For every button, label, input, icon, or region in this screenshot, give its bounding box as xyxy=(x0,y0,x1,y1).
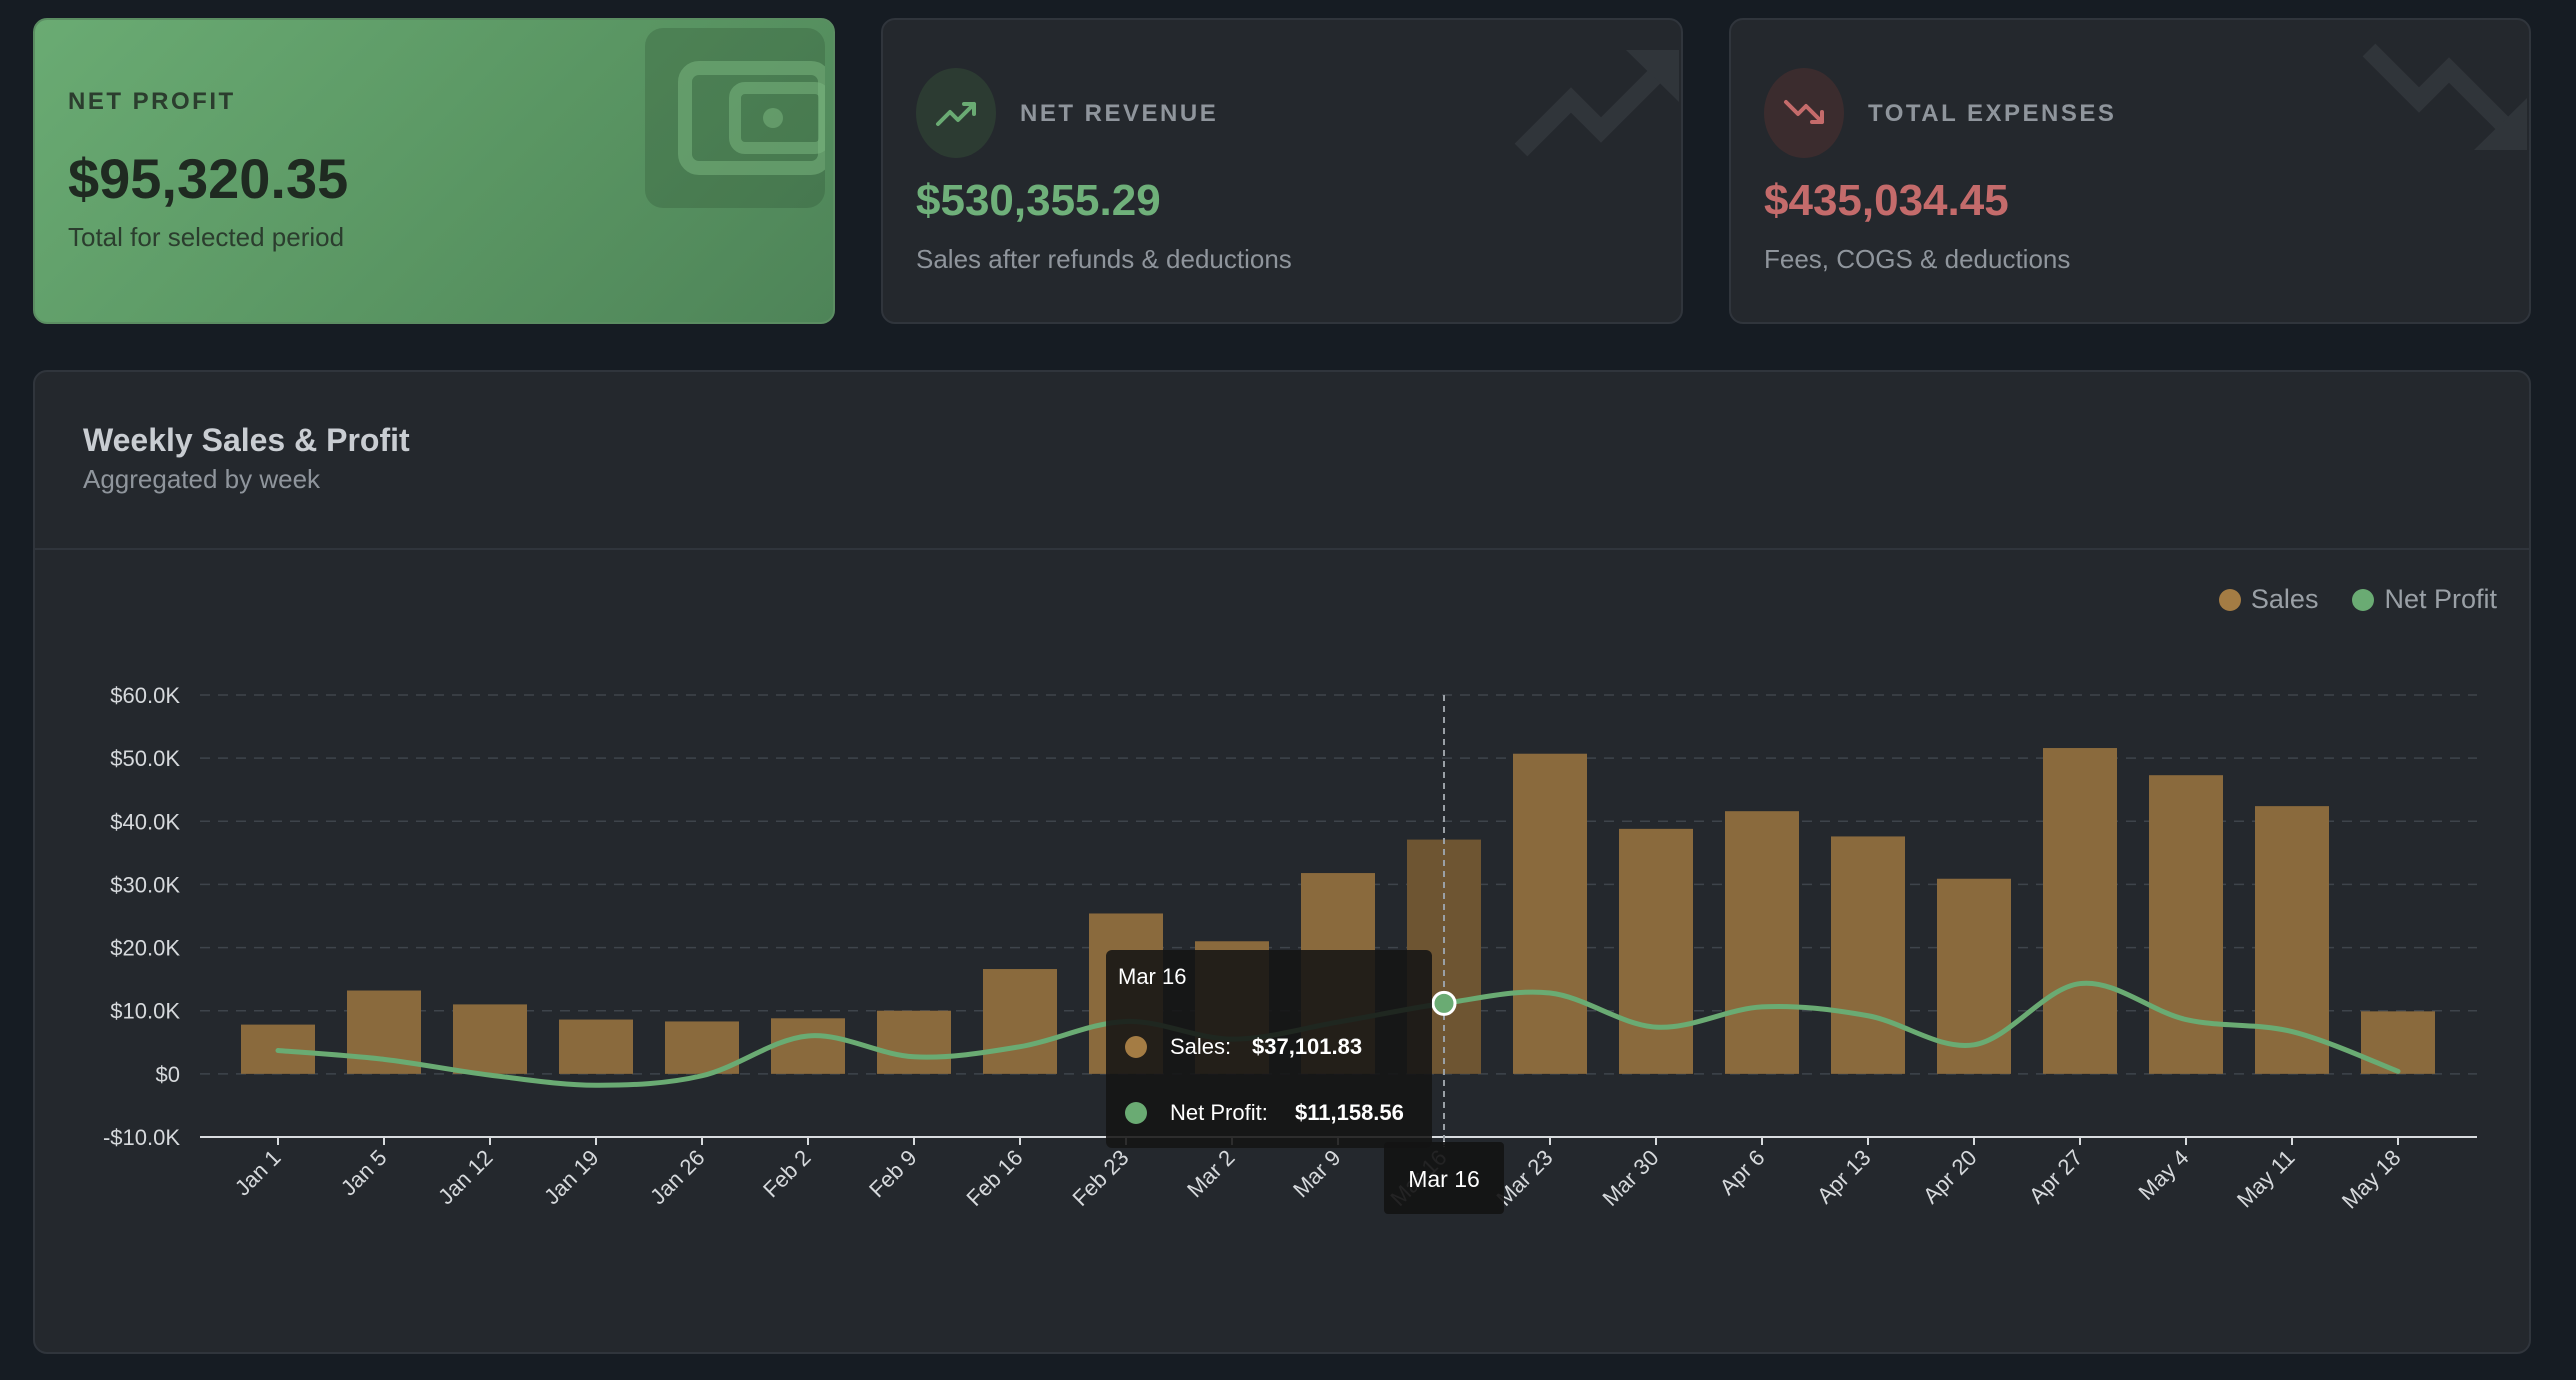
x-tick-label: Feb 16 xyxy=(961,1145,1027,1211)
y-tick-label: $0 xyxy=(156,1062,180,1087)
chart-panel-subtitle: Aggregated by week xyxy=(83,464,321,494)
legend-swatch-net-profit xyxy=(2352,588,2375,611)
axis-pointer-label: Mar 16 xyxy=(1408,1166,1480,1192)
sales-bar[interactable] xyxy=(1725,811,1799,1074)
net-profit-card[interactable]: NET PROFIT $95,320.35 Total for selected… xyxy=(33,18,835,324)
sales-bar[interactable] xyxy=(1831,836,1905,1074)
trending-down-icon xyxy=(1764,68,1844,158)
y-tick-label: $50.0K xyxy=(110,746,180,771)
tooltip-title: Mar 16 xyxy=(1118,964,1186,989)
net-profit-label: NET PROFIT xyxy=(68,88,236,115)
y-tick-label: $30.0K xyxy=(110,872,180,897)
net-revenue-card[interactable]: NET REVENUE $530,355.29 Sales after refu… xyxy=(881,18,1683,324)
net-revenue-label: NET REVENUE xyxy=(1020,100,1219,127)
sales-bar[interactable] xyxy=(559,1019,633,1074)
legend-label-sales: Sales xyxy=(2250,584,2319,614)
sales-bar[interactable] xyxy=(2043,748,2117,1074)
total-expenses-label: TOTAL EXPENSES xyxy=(1868,100,2117,127)
legend-swatch-sales xyxy=(2218,588,2241,611)
x-tick-label: Feb 2 xyxy=(758,1145,815,1202)
x-tick-label: Apr 27 xyxy=(2024,1145,2088,1209)
sales-bar[interactable] xyxy=(453,1004,527,1074)
chart-panel-title: Weekly Sales & Profit xyxy=(83,422,410,458)
net-revenue-subtitle: Sales after refunds & deductions xyxy=(916,244,1292,274)
net-revenue-value: $530,355.29 xyxy=(916,176,1161,225)
y-tick-label: $40.0K xyxy=(110,809,180,834)
tooltip-swatch xyxy=(1125,1036,1147,1058)
sales-bar[interactable] xyxy=(877,1010,951,1074)
legend-item-sales[interactable]: Sales xyxy=(2218,584,2319,615)
x-tick-label: May 11 xyxy=(2232,1145,2300,1213)
y-tick-label: $10.0K xyxy=(110,999,180,1024)
tooltip xyxy=(1106,950,1432,1148)
sales-bar[interactable] xyxy=(983,969,1057,1074)
y-tick-label: $60.0K xyxy=(110,683,180,708)
legend-label-net-profit: Net Profit xyxy=(2384,584,2497,614)
tooltip-row-label: Net Profit: xyxy=(1170,1100,1268,1125)
x-tick-label: Mar 9 xyxy=(1288,1145,1345,1202)
trending-up-icon xyxy=(916,68,996,158)
x-tick-label: Mar 2 xyxy=(1182,1145,1239,1202)
total-expenses-subtitle: Fees, COGS & deductions xyxy=(1764,244,2071,274)
sales-bar[interactable] xyxy=(771,1018,845,1074)
x-tick-label: Jan 1 xyxy=(230,1145,286,1201)
sales-bar[interactable] xyxy=(2361,1011,2435,1074)
x-tick-label: Apr 6 xyxy=(1715,1145,1770,1200)
chart-legend: Sales Net Profit xyxy=(2218,584,2497,615)
trending-down-watermark-icon xyxy=(2362,43,2527,150)
tooltip-row-value: $11,158.56 xyxy=(1295,1100,1404,1125)
x-tick-label: Jan 5 xyxy=(336,1145,392,1201)
wallet-icon xyxy=(645,28,832,208)
total-expenses-value: $435,034.45 xyxy=(1764,176,2009,225)
sales-bar[interactable] xyxy=(2149,775,2223,1074)
tooltip-row-value: $37,101.83 xyxy=(1252,1034,1362,1059)
x-tick-label: Apr 20 xyxy=(1918,1145,1982,1209)
x-tick-label: May 18 xyxy=(2337,1145,2406,1214)
weekly-chart-panel: Weekly Sales & Profit Aggregated by week… xyxy=(33,370,2531,1354)
total-expenses-card[interactable]: TOTAL EXPENSES $435,034.45 Fees, COGS & … xyxy=(1729,18,2531,324)
x-tick-label: May 4 xyxy=(2133,1145,2193,1205)
summary-cards: NET PROFIT $95,320.35 Total for selected… xyxy=(33,18,2531,324)
tooltip-swatch xyxy=(1125,1102,1147,1124)
x-tick-label: Feb 9 xyxy=(864,1145,921,1202)
sales-profit-chart[interactable]: -$10.0K $0 $10.0K $20.0K $30.0K $40.0K $50.0K $… xyxy=(35,372,2531,1354)
net-profit-value: $95,320.35 xyxy=(68,147,349,210)
panel-divider xyxy=(35,548,2529,550)
y-tick-label: -$10.0K xyxy=(103,1125,180,1150)
x-tick-label: Jan 26 xyxy=(645,1145,709,1209)
x-tick-label: Mar 30 xyxy=(1597,1145,1663,1211)
net-profit-subtitle: Total for selected period xyxy=(68,222,345,252)
x-tick-label: Feb 23 xyxy=(1067,1145,1133,1211)
x-tick-label: Apr 13 xyxy=(1812,1145,1876,1209)
x-tick-label: Jan 19 xyxy=(539,1145,603,1209)
hover-point xyxy=(1431,990,1457,1016)
axis-pointer-tooltip xyxy=(1384,1142,1504,1214)
legend-item-net-profit[interactable]: Net Profit xyxy=(2352,584,2497,615)
sales-bar[interactable] xyxy=(1619,828,1693,1074)
tooltip-row-label: Sales: xyxy=(1170,1034,1231,1059)
trending-up-watermark-icon xyxy=(1514,50,1679,157)
x-tick-label: Jan 12 xyxy=(433,1145,497,1209)
sales-bar[interactable] xyxy=(1513,753,1587,1074)
y-tick-label: $20.0K xyxy=(110,936,180,961)
